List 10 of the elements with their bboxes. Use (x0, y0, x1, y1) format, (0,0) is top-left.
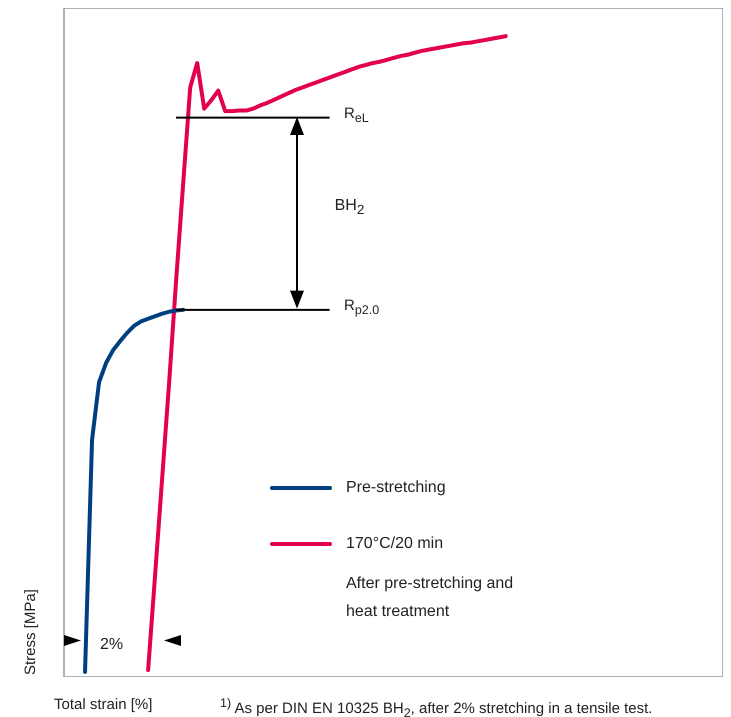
annotation: BH$_{2}$ (334, 197, 364, 218)
annotation: 2% (100, 636, 124, 654)
ref-line-label: R$_{eL}$ (344, 105, 369, 126)
x-axis-title: Total strain [%] (54, 696, 152, 713)
legend-label: Pre-stretching (346, 479, 446, 497)
ref-line-label: R$_{p2.0}$ (344, 296, 380, 317)
y-axis-title: Stress [MPa] (22, 589, 39, 675)
annotation: After pre-stretching and heat treatment (346, 574, 514, 622)
text: $^{1)}$ As per DIN EN 10325 BH$_{2}$, after 2% stretching in a tensile test. (220, 696, 652, 717)
legend-label: 170°C/20 min (346, 535, 444, 553)
